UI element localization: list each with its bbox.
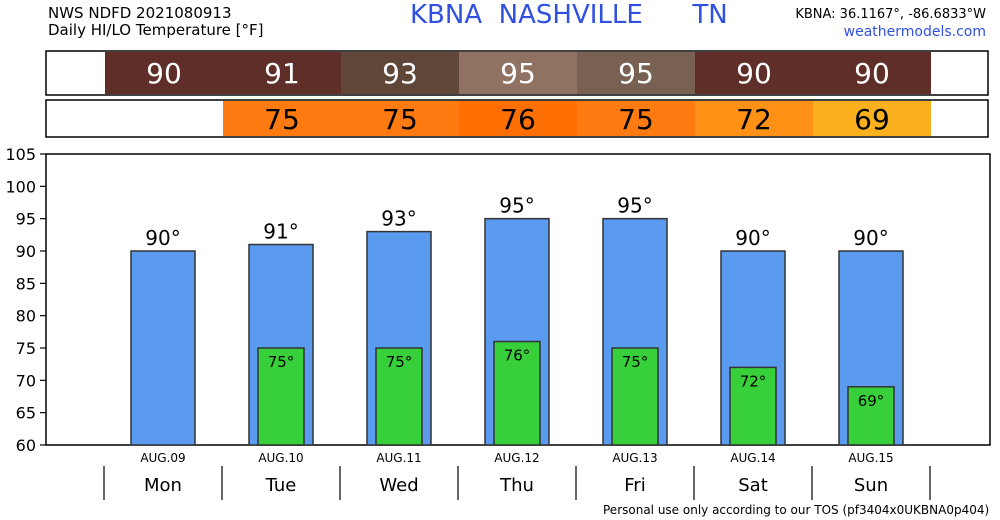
lo-strip-value: 75 (264, 103, 300, 136)
product-subtitle: Daily HI/LO Temperature [°F] (48, 21, 264, 39)
hi-strip-cell (695, 52, 813, 94)
hi-strip-value: 90 (854, 57, 890, 90)
lo-bar (847, 386, 895, 446)
day-label: Tue (265, 475, 297, 496)
date-label: AUG.12 (494, 451, 539, 465)
station-title: KBNA NASHVILLE TN (410, 0, 728, 30)
date-label: AUG.09 (140, 451, 185, 465)
date-label: AUG.11 (376, 451, 421, 465)
lo-bar-label: 75° (268, 353, 295, 371)
y-tick-label: 105 (5, 145, 36, 164)
lo-bar-label: 75° (386, 353, 413, 371)
y-tick-label: 100 (5, 177, 36, 196)
lo-strip-value: 75 (382, 103, 418, 136)
date-label: AUG.10 (258, 451, 303, 465)
hi-bar-label: 90° (145, 226, 180, 250)
hi-bar (130, 250, 196, 446)
hi-strip-value: 90 (736, 57, 772, 90)
hi-bar-label: 93° (381, 207, 416, 231)
lo-strip-value: 72 (736, 103, 772, 136)
lo-bar (257, 347, 305, 446)
y-tick-label: 60 (16, 436, 36, 455)
y-tick-label: 90 (16, 242, 36, 261)
hi-strip-value: 95 (500, 57, 536, 90)
hi-strip-cell (813, 52, 931, 94)
lo-bar (493, 340, 541, 446)
lo-bar (375, 347, 423, 446)
lo-bar (729, 366, 777, 446)
lo-strip-value: 76 (500, 103, 536, 136)
y-tick-label: 80 (16, 307, 36, 326)
lo-bar-label: 76° (504, 347, 531, 365)
day-label: Sat (738, 475, 768, 496)
date-label: AUG.15 (848, 451, 893, 465)
hi-strip-value: 90 (146, 57, 182, 90)
lo-strip-value: 75 (618, 103, 654, 136)
hi-strip-value: 93 (382, 57, 418, 90)
day-label: Sun (854, 475, 888, 496)
day-label: Fri (624, 475, 645, 496)
day-label: Thu (499, 475, 534, 496)
hi-bar-label: 90° (853, 226, 888, 250)
hi-strip-cell (223, 52, 341, 94)
date-label: AUG.14 (730, 451, 775, 465)
lo-strip-cell (459, 101, 577, 136)
hi-strip-cell (341, 52, 459, 94)
lo-strip-cell (813, 101, 931, 136)
y-tick-label: 75 (16, 339, 36, 358)
lo-bar-label: 69° (858, 392, 885, 410)
lo-bar-label: 72° (740, 372, 767, 390)
lo-strip-cell (341, 101, 459, 136)
lo-strip-cell (577, 101, 695, 136)
hi-bar-label: 91° (263, 220, 298, 244)
date-label: AUG.13 (612, 451, 657, 465)
hi-strip-value: 91 (264, 57, 300, 90)
lo-bar (611, 347, 659, 446)
footer-note: Personal use only according to our TOS (… (603, 503, 990, 517)
lo-bar-label: 75° (622, 353, 649, 371)
y-tick-label: 95 (16, 210, 36, 229)
lo-strip-cell (695, 101, 813, 136)
station-coordinates: KBNA: 36.1167°, -86.6833°W (795, 7, 986, 22)
lo-strip-cell (223, 101, 341, 136)
y-tick-label: 65 (16, 404, 36, 423)
hi-strip-cell (105, 52, 223, 94)
hi-strip-cell (577, 52, 695, 94)
hi-bar-label: 95° (617, 194, 652, 218)
site-link[interactable]: weathermodels.com (843, 24, 986, 40)
product-title: NWS NDFD 2021080913 (48, 4, 232, 22)
day-label: Mon (144, 475, 182, 496)
hi-bar-label: 90° (735, 226, 770, 250)
y-tick-label: 85 (16, 274, 36, 293)
hi-strip-value: 95 (618, 57, 654, 90)
lo-strip-value: 69 (854, 103, 890, 136)
hi-bar-label: 95° (499, 194, 534, 218)
y-tick-label: 70 (16, 371, 36, 390)
hi-strip-cell (459, 52, 577, 94)
day-label: Wed (379, 475, 418, 496)
